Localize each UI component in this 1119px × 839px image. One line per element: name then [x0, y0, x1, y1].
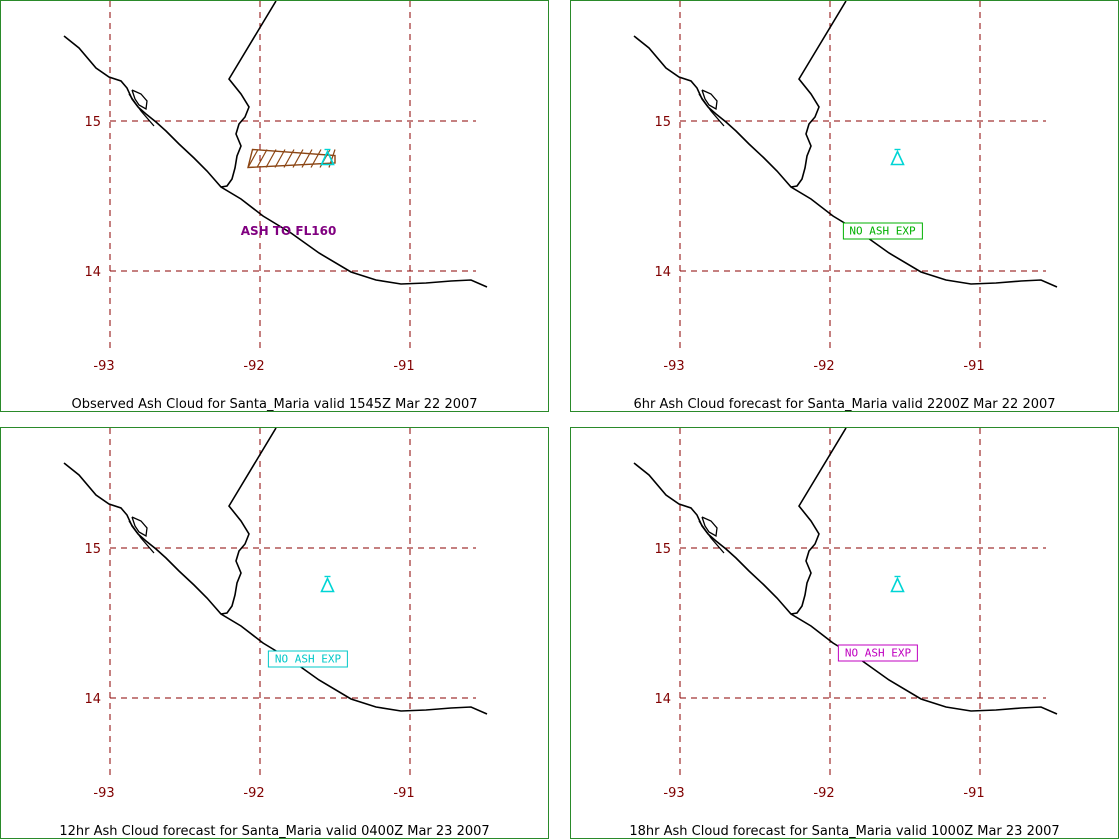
- longitude-tick-label: -93: [93, 359, 114, 374]
- ash-note-label: NO ASH EXP: [267, 650, 349, 668]
- map-canvas: 15 14 -93 -92 -91: [633, 428, 1058, 801]
- longitude-tick-label: -91: [393, 786, 414, 801]
- longitude-tick-label: -92: [243, 359, 264, 374]
- panel-title: 12hr Ash Cloud forecast for Santa_Maria …: [59, 824, 490, 839]
- ash-note-label: NO ASH EXP: [837, 644, 919, 662]
- volcano-triangle-icon: [320, 575, 335, 593]
- map-canvas: 15 14 -93 -92 -91: [63, 428, 488, 801]
- map-canvas: 15 14 -93 -92 -91: [63, 1, 488, 374]
- longitude-tick-label: -93: [663, 359, 684, 374]
- ash-note-label: NO ASH EXP: [842, 222, 923, 239]
- panel-title: 18hr Ash Cloud forecast for Santa_Maria …: [629, 824, 1060, 839]
- latitude-tick-label: 14: [654, 692, 671, 707]
- panel-title: Observed Ash Cloud for Santa_Maria valid…: [71, 397, 478, 412]
- coastline: [63, 462, 488, 715]
- longitude-tick-label: -91: [393, 359, 414, 374]
- coastline: [63, 35, 488, 288]
- coastline-inlet: [698, 520, 725, 554]
- map-panel-12hr-forecast: 15 14 -93 -92 -91 NO ASH EXP 12hr Ash Cloud …: [0, 427, 549, 839]
- longitude-tick-label: -91: [963, 786, 984, 801]
- coastline: [633, 462, 1058, 715]
- map-panel-observed: 15 14 -93 -92 -91 ASH TO FL160 Observed Ash …: [0, 0, 549, 412]
- ash-note-label: ASH TO FL160: [240, 223, 337, 238]
- coastline-inlet: [698, 93, 725, 127]
- map-panel-6hr-forecast: 15 14 -93 -92 -91 NO ASH EXP 6hr Ash Cloud f…: [570, 0, 1119, 412]
- longitude-tick-label: -92: [813, 786, 834, 801]
- latitude-tick-label: 15: [84, 542, 101, 557]
- longitude-tick-label: -91: [963, 359, 984, 374]
- latitude-tick-label: 14: [84, 692, 101, 707]
- map-panel-18hr-forecast: 15 14 -93 -92 -91 NO ASH EXP 18hr Ash Cloud …: [570, 427, 1119, 839]
- coastline-inlet: [131, 89, 148, 111]
- longitude-tick-label: -92: [243, 786, 264, 801]
- latitude-tick-label: 14: [84, 265, 101, 280]
- volcano-triangle-icon: [890, 148, 905, 166]
- coastline-inlet: [701, 516, 718, 538]
- volcano-triangle-icon: [320, 148, 335, 166]
- coastline-inlet: [701, 89, 718, 111]
- latitude-tick-label: 15: [654, 115, 671, 130]
- country-border: [790, 428, 847, 615]
- latitude-tick-label: 14: [654, 265, 671, 280]
- volcano-triangle-icon: [890, 575, 905, 593]
- coastline-inlet: [131, 516, 148, 538]
- country-border: [220, 1, 277, 188]
- coastline-inlet: [128, 93, 155, 127]
- panel-title: 6hr Ash Cloud forecast for Santa_Maria v…: [633, 397, 1056, 412]
- country-border: [790, 1, 847, 188]
- longitude-tick-label: -92: [813, 359, 834, 374]
- longitude-tick-label: -93: [663, 786, 684, 801]
- map-canvas: 15 14 -93 -92 -91: [633, 1, 1058, 374]
- latitude-tick-label: 15: [84, 115, 101, 130]
- coastline-inlet: [128, 520, 155, 554]
- latitude-tick-label: 15: [654, 542, 671, 557]
- coastline: [633, 35, 1058, 288]
- country-border: [220, 428, 277, 615]
- longitude-tick-label: -93: [93, 786, 114, 801]
